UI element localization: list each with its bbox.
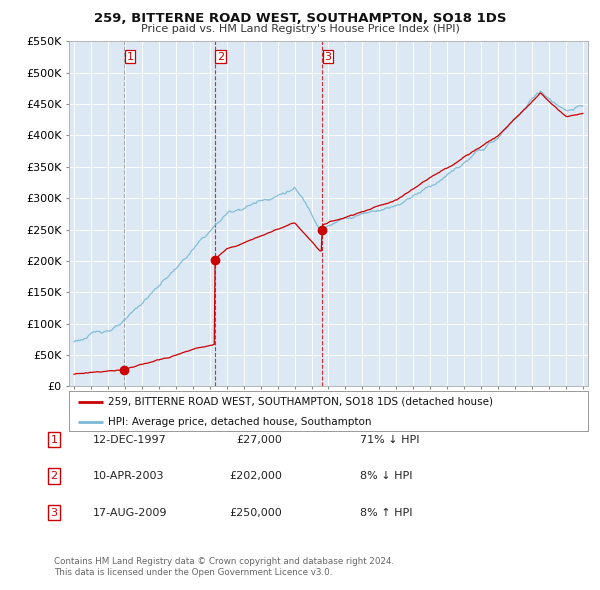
Text: 1: 1 (50, 435, 58, 444)
Text: 17-AUG-2009: 17-AUG-2009 (93, 508, 167, 517)
Text: 259, BITTERNE ROAD WEST, SOUTHAMPTON, SO18 1DS: 259, BITTERNE ROAD WEST, SOUTHAMPTON, SO… (94, 12, 506, 25)
Text: This data is licensed under the Open Government Licence v3.0.: This data is licensed under the Open Gov… (54, 568, 332, 577)
Text: 8% ↑ HPI: 8% ↑ HPI (360, 508, 413, 517)
Text: 1: 1 (127, 52, 134, 61)
Text: 71% ↓ HPI: 71% ↓ HPI (360, 435, 419, 444)
Text: £202,000: £202,000 (229, 471, 282, 481)
Text: 3: 3 (325, 52, 332, 61)
Text: £27,000: £27,000 (236, 435, 282, 444)
Text: 259, BITTERNE ROAD WEST, SOUTHAMPTON, SO18 1DS (detached house): 259, BITTERNE ROAD WEST, SOUTHAMPTON, SO… (108, 397, 493, 407)
Text: £250,000: £250,000 (229, 508, 282, 517)
Text: HPI: Average price, detached house, Southampton: HPI: Average price, detached house, Sout… (108, 417, 371, 427)
Text: 2: 2 (50, 471, 58, 481)
Text: 8% ↓ HPI: 8% ↓ HPI (360, 471, 413, 481)
Text: 3: 3 (50, 508, 58, 517)
Text: Price paid vs. HM Land Registry's House Price Index (HPI): Price paid vs. HM Land Registry's House … (140, 24, 460, 34)
Text: 12-DEC-1997: 12-DEC-1997 (93, 435, 167, 444)
Text: 10-APR-2003: 10-APR-2003 (93, 471, 164, 481)
Text: Contains HM Land Registry data © Crown copyright and database right 2024.: Contains HM Land Registry data © Crown c… (54, 558, 394, 566)
Text: 2: 2 (217, 52, 224, 61)
